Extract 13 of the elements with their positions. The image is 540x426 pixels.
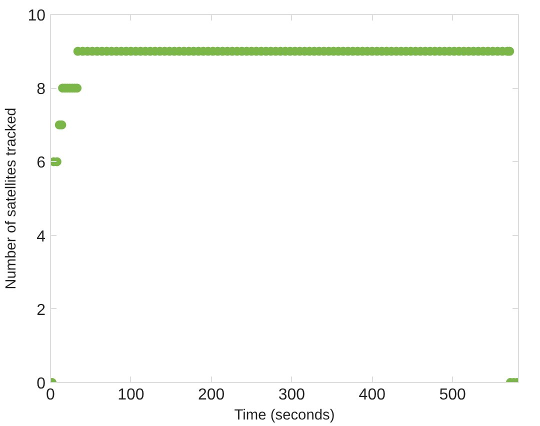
y-tick-label: 4: [36, 228, 46, 246]
x-axis-title: Time (seconds): [234, 408, 335, 424]
x-tick-label: 100: [118, 386, 144, 404]
y-tick-label: 8: [36, 81, 46, 98]
x-tick-label: 200: [198, 386, 225, 404]
y-tick-label: 0: [36, 376, 46, 392]
x-tick-label: 500: [439, 386, 466, 404]
x-tick-label: 400: [358, 386, 386, 404]
y-axis-title: Number of satellites tracked: [4, 108, 20, 290]
x-tick-label: 300: [278, 386, 306, 404]
y-tick-label: 10: [28, 8, 46, 24]
y-tick-label: 2: [36, 302, 46, 319]
y-tick-label: 6: [36, 154, 46, 172]
